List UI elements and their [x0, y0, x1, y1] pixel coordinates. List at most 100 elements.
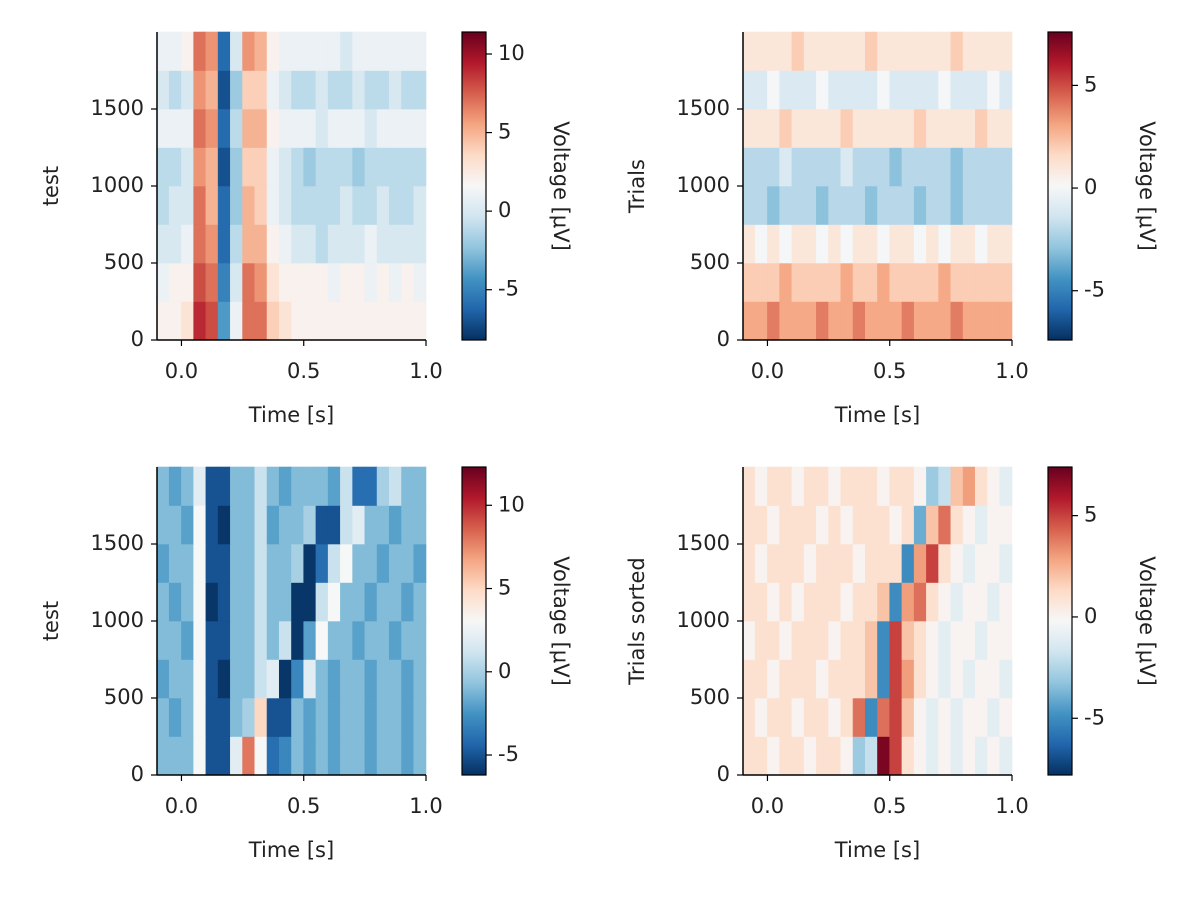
heatmap-cell — [864, 543, 878, 583]
heatmap-cell — [816, 70, 829, 110]
heatmap-cell — [889, 582, 903, 622]
heatmap-cell — [168, 108, 182, 148]
heatmap-cell — [230, 466, 243, 506]
heatmap-panel: 0.0 0.5 1.0 0 500 1000 1500 Time [s] Trials -5 0 5 V… — [625, 31, 1159, 427]
heatmap-cell — [242, 543, 256, 583]
heatmap-cell — [999, 620, 1013, 660]
heatmap-cell — [803, 736, 817, 776]
heatmap-cell — [156, 31, 170, 71]
heatmap-cell — [913, 70, 927, 110]
heatmap-cell — [938, 736, 952, 776]
heatmap-cell — [254, 147, 268, 187]
heatmap-cell — [266, 31, 280, 71]
heatmap-cell — [156, 659, 170, 699]
heatmap-cell — [926, 224, 939, 264]
heatmap-cell — [987, 262, 1001, 302]
heatmap-cell — [193, 108, 207, 148]
heatmap-cell — [327, 736, 341, 776]
heatmap-cell — [278, 620, 292, 660]
heatmap-cell — [278, 543, 292, 583]
heatmap-cell — [181, 620, 194, 660]
heatmap-cell — [205, 185, 219, 225]
heatmap-cell — [926, 659, 939, 699]
heatmap-cell — [340, 70, 353, 110]
heatmap-cell — [340, 505, 353, 545]
colorbar-tick-label: 0 — [1084, 604, 1097, 628]
heatmap-cell — [217, 262, 231, 302]
colorbar-tick-label: 10 — [498, 492, 525, 516]
heatmap-cell — [791, 301, 805, 341]
heatmap-cell — [852, 466, 866, 506]
heatmap-cell — [828, 466, 842, 506]
heatmap-cell — [803, 659, 817, 699]
heatmap-cell — [950, 582, 964, 622]
heatmap-cell — [156, 262, 170, 302]
heatmap-cell — [840, 262, 854, 302]
heatmap-cell — [340, 543, 353, 583]
heatmap-cell — [266, 147, 280, 187]
heatmap-cell — [938, 224, 952, 264]
heatmap-cell — [156, 736, 170, 776]
heatmap-cell — [975, 543, 988, 583]
heatmap-cell — [754, 505, 768, 545]
heatmap-cell — [779, 31, 793, 71]
heatmap-cell — [413, 262, 427, 302]
heatmap-cell — [864, 262, 878, 302]
heatmap-cell — [389, 582, 402, 622]
heatmap-cell — [413, 224, 427, 264]
heatmap-cell — [156, 224, 170, 264]
heatmap-cell — [779, 466, 793, 506]
heatmap-cell — [913, 108, 927, 148]
x-tick-label: 0.0 — [165, 359, 198, 383]
heatmap-cell — [193, 31, 207, 71]
heatmap-cell — [352, 185, 366, 225]
heatmap-cell — [364, 262, 378, 302]
heatmap-cell — [168, 147, 182, 187]
heatmap-cell — [803, 466, 817, 506]
heatmap-cell — [156, 505, 170, 545]
heatmap-cell — [877, 147, 891, 187]
heatmap-cell — [877, 108, 891, 148]
heatmap-cell — [901, 108, 915, 148]
heatmap-cell — [389, 70, 402, 110]
heatmap-cell — [840, 466, 854, 506]
heatmap-cell — [742, 147, 756, 187]
heatmap-cell — [742, 736, 756, 776]
colorbar-tick-label: -5 — [1084, 278, 1105, 302]
heatmap-cell — [254, 262, 268, 302]
heatmap-cell — [266, 224, 280, 264]
heatmap-cell — [230, 505, 243, 545]
heatmap-cell — [242, 147, 256, 187]
heatmap-cell — [291, 108, 305, 148]
heatmap-cell — [754, 185, 768, 225]
heatmap-cell — [401, 108, 415, 148]
heatmap-cell — [877, 31, 891, 71]
heatmap-cell — [901, 466, 915, 506]
heatmap-cell — [364, 70, 378, 110]
heatmap-cell — [168, 543, 182, 583]
heatmap-cell — [754, 582, 768, 622]
heatmap-cell — [938, 697, 952, 737]
x-tick-label: 1.0 — [995, 794, 1028, 818]
heatmap-cell — [754, 466, 768, 506]
heatmap-cell — [278, 147, 292, 187]
heatmap-cell — [828, 505, 842, 545]
heatmap-cell — [975, 620, 988, 660]
heatmap-cell — [950, 185, 964, 225]
heatmap-cell — [315, 147, 329, 187]
heatmap-cell — [828, 147, 842, 187]
heatmap-cell — [975, 224, 988, 264]
heatmap-cell — [266, 620, 280, 660]
heatmap-cell — [864, 659, 878, 699]
heatmap-cell — [303, 543, 317, 583]
heatmap-cell — [230, 224, 243, 264]
heatmap-cell — [742, 659, 756, 699]
heatmap-cell — [168, 582, 182, 622]
heatmap-cell — [303, 262, 317, 302]
heatmap-cell — [975, 505, 988, 545]
y-tick-label: 1500 — [91, 96, 144, 120]
heatmap-cell — [975, 185, 988, 225]
heatmap-cell — [230, 697, 243, 737]
heatmap-cell — [840, 70, 854, 110]
heatmap-cell — [999, 147, 1013, 187]
